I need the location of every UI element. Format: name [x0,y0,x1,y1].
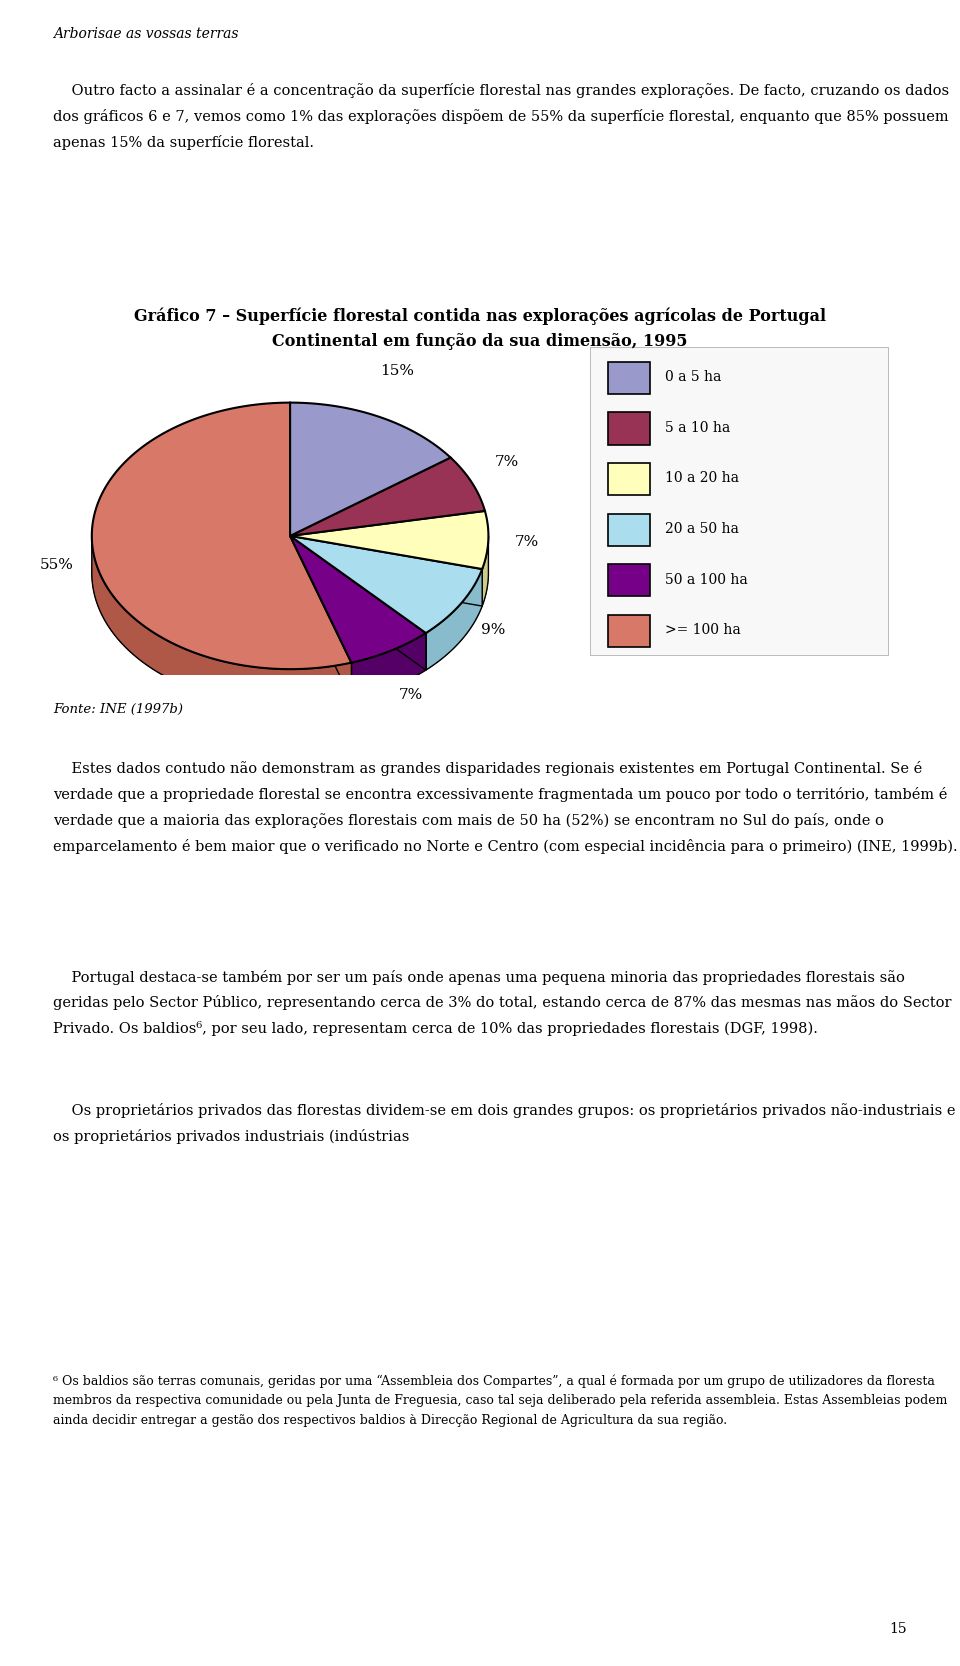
FancyBboxPatch shape [609,513,650,546]
Text: 7%: 7% [495,455,519,470]
FancyBboxPatch shape [609,413,650,445]
Polygon shape [351,633,426,700]
Text: Portugal destaca-se também por ser um país onde apenas uma pequena minoria das p: Portugal destaca-se também por ser um pa… [53,970,951,1036]
Polygon shape [482,536,489,606]
Text: Outro facto a assinalar é a concentração da superfície florestal nas grandes exp: Outro facto a assinalar é a concentração… [53,83,948,150]
Polygon shape [92,403,351,670]
Polygon shape [290,440,450,573]
Text: >= 100 ha: >= 100 ha [664,623,740,636]
Text: Arborisae as vossas terras: Arborisae as vossas terras [53,27,238,42]
Text: Fonte: INE (1997b): Fonte: INE (1997b) [53,703,182,716]
Text: 55%: 55% [39,558,74,571]
Text: Estes dados contudo não demonstram as grandes disparidades regionais existentes : Estes dados contudo não demonstram as gr… [53,761,957,853]
Polygon shape [290,536,482,606]
FancyBboxPatch shape [609,463,650,495]
Polygon shape [290,536,482,633]
Polygon shape [290,536,482,606]
Text: ⁶ Os baldios são terras comunais, geridas por uma “Assembleia dos Compartes”, a : ⁶ Os baldios são terras comunais, gerida… [53,1374,948,1428]
FancyBboxPatch shape [609,615,650,646]
FancyBboxPatch shape [609,565,650,596]
Polygon shape [290,403,450,536]
Text: 9%: 9% [481,623,506,636]
Polygon shape [92,536,351,706]
Polygon shape [426,570,482,670]
Text: 15: 15 [890,1623,907,1636]
Polygon shape [290,536,351,700]
Text: 50 a 100 ha: 50 a 100 ha [664,573,748,586]
Polygon shape [92,440,351,706]
Polygon shape [290,573,426,700]
Polygon shape [290,573,482,670]
Text: 5 a 10 ha: 5 a 10 ha [664,421,730,435]
Polygon shape [290,536,426,670]
Polygon shape [290,536,426,663]
Polygon shape [290,536,351,700]
Polygon shape [290,495,485,573]
Polygon shape [290,548,489,606]
Polygon shape [290,536,426,670]
Text: Gráfico 7 – Superfície florestal contida nas explorações agrícolas de Portugal: Gráfico 7 – Superfície florestal contida… [134,308,826,325]
Text: 0 a 5 ha: 0 a 5 ha [664,370,721,385]
FancyBboxPatch shape [609,362,650,395]
Text: 7%: 7% [515,535,539,548]
Text: 7%: 7% [398,688,422,703]
Text: 20 a 50 ha: 20 a 50 ha [664,521,738,536]
Text: 10 a 20 ha: 10 a 20 ha [664,471,739,485]
Text: 15%: 15% [380,363,415,378]
Polygon shape [290,511,489,570]
Text: Os proprietários privados das florestas dividem-se em dois grandes grupos: os pr: Os proprietários privados das florestas … [53,1103,955,1143]
Text: Continental em função da sua dimensão, 1995: Continental em função da sua dimensão, 1… [273,333,687,350]
Polygon shape [290,458,485,536]
